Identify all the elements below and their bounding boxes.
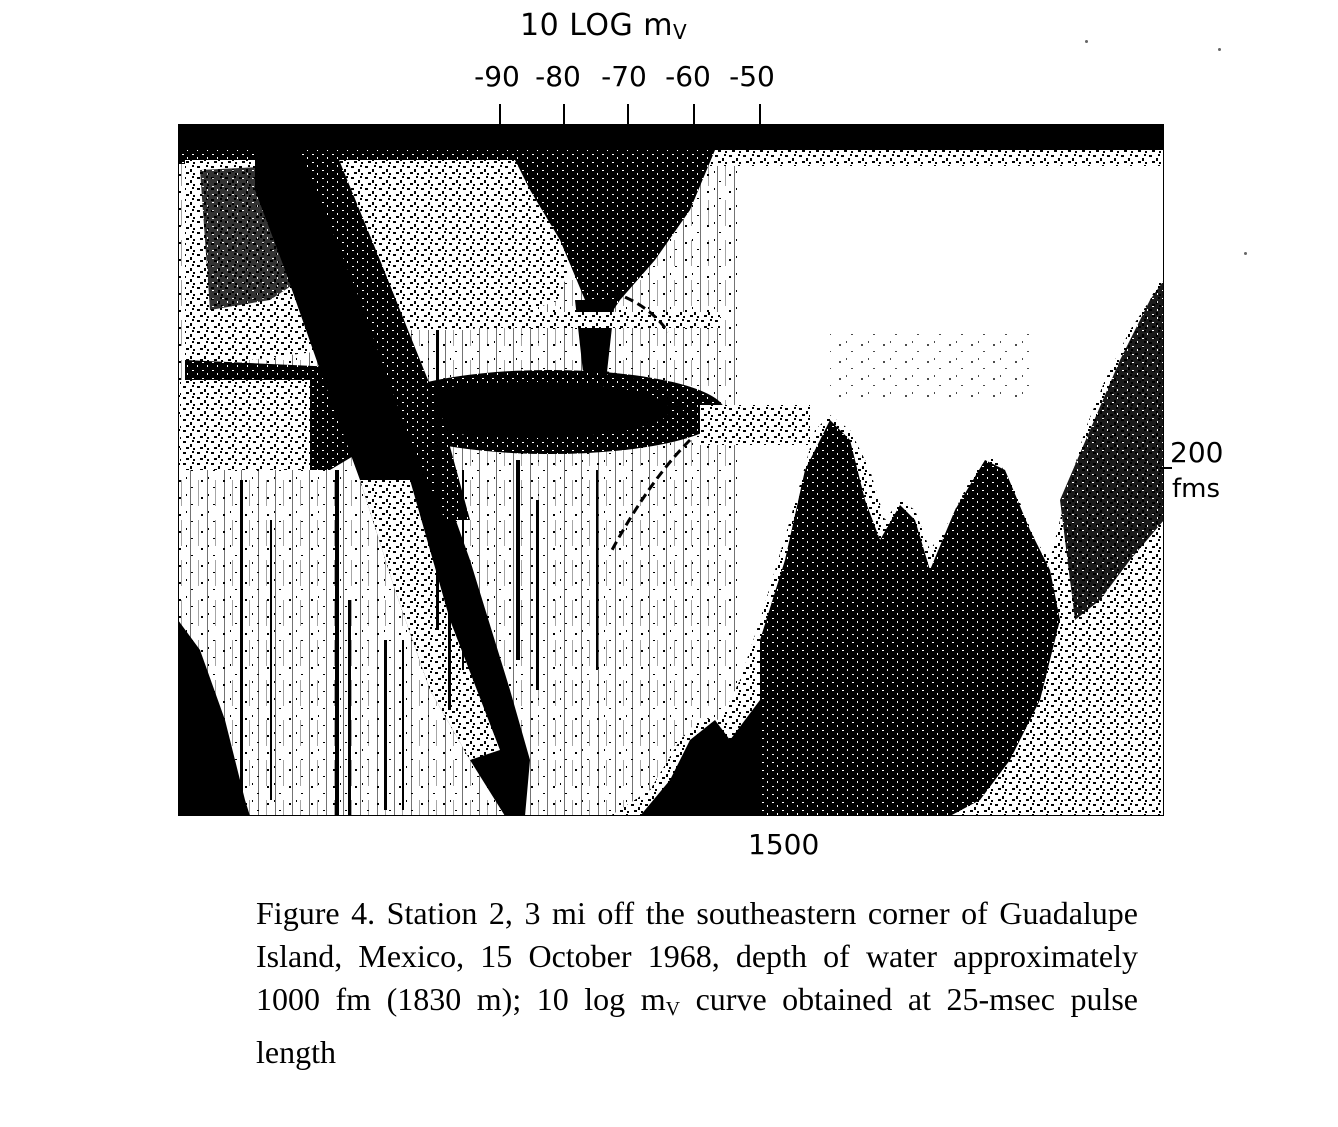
caption-text-end: curve obtained at 25-msec pulse length <box>256 981 1139 1070</box>
bottom-axis-value: 1500 <box>748 828 820 861</box>
scale-tick-label: -90 <box>474 60 520 93</box>
caption-subscript: V <box>665 998 681 1020</box>
right-axis-value: 200 <box>1170 436 1224 469</box>
scale-ticks <box>499 104 761 124</box>
caption-text-start: Figure 4. Station 2, 3 mi off the southe… <box>256 895 1138 1017</box>
stray-mark <box>1218 48 1221 51</box>
scale-tick-label: -50 <box>729 60 775 93</box>
scale-title: 10 LOG mV <box>520 8 687 44</box>
scale-tick-label: -80 <box>535 60 581 93</box>
right-axis-unit: fms <box>1172 474 1221 504</box>
scale-title-subscript: V <box>672 20 688 44</box>
figure-caption: Figure 4. Station 2, 3 mi off the southe… <box>256 892 1138 1074</box>
scale-tick-label: -70 <box>601 60 647 93</box>
scale-title-main: 10 LOG m <box>520 8 673 43</box>
stray-mark <box>1085 40 1088 43</box>
stray-mark <box>1244 252 1247 255</box>
scale-tick-label: -60 <box>665 60 711 93</box>
